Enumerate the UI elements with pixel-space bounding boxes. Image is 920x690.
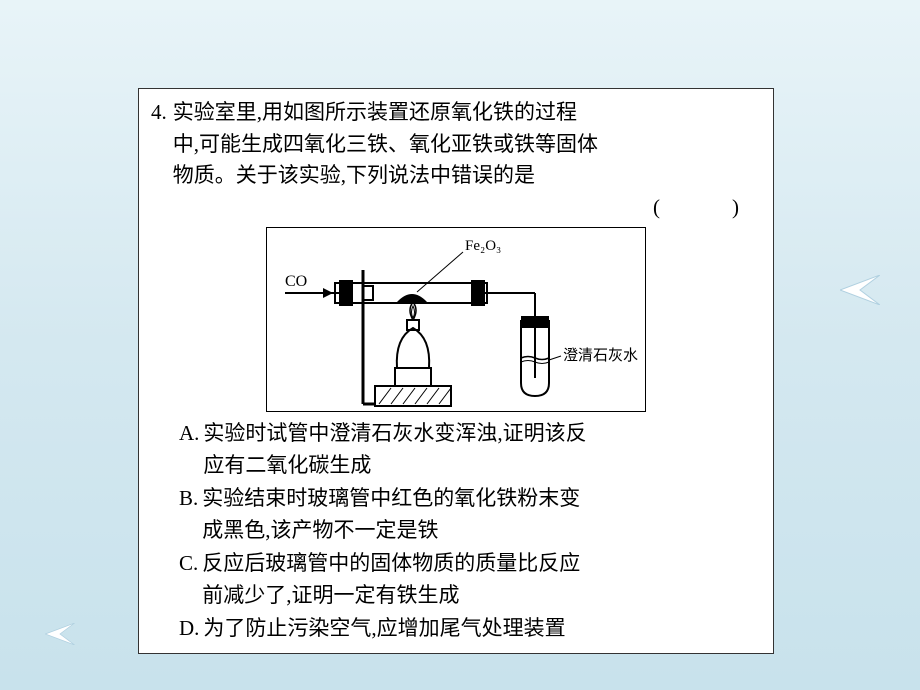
option-line: 反应后玻璃管中的固体物质的质量比反应 (202, 548, 761, 580)
option-letter: C. (179, 548, 198, 580)
option-letter: B. (179, 483, 198, 515)
question-card: 4. 实验室里,用如图所示装置还原氧化铁的过程 中,可能生成四氧化三铁、氧化亚铁… (138, 88, 774, 654)
option-c: C. 反应后玻璃管中的固体物质的质量比反应 前减少了,证明一定有铁生成 (179, 548, 761, 611)
option-line: 前减少了,证明一定有铁生成 (202, 580, 761, 612)
option-line: 为了防止污染空气,应增加尾气处理装置 (203, 613, 761, 645)
paper-plane-icon (840, 275, 880, 305)
option-line: 应有二氧化碳生成 (203, 450, 761, 482)
option-b: B. 实验结束时玻璃管中红色的氧化铁粉末变 成黑色,该产物不一定是铁 (179, 483, 761, 546)
stem-line: 实验室里,用如图所示装置还原氧化铁的过程 (173, 97, 761, 129)
limewater-label: 澄清石灰水 (563, 347, 638, 364)
option-letter: A. (179, 418, 199, 450)
option-line: 成黑色,该产物不一定是铁 (202, 515, 761, 547)
question-number: 4. (151, 97, 167, 129)
co-label: CO (285, 273, 307, 290)
apparatus-diagram: CO Fe₂O₃ (266, 227, 646, 412)
option-line: 实验结束时玻璃管中红色的氧化铁粉末变 (202, 483, 761, 515)
option-d: D. 为了防止污染空气,应增加尾气处理装置 (179, 613, 761, 645)
stem-line: 中,可能生成四氧化三铁、氧化亚铁或铁等固体 (173, 129, 761, 161)
option-a: A. 实验时试管中澄清石灰水变浑浊,证明该反 应有二氧化碳生成 (179, 418, 761, 481)
question-stem: 实验室里,用如图所示装置还原氧化铁的过程 中,可能生成四氧化三铁、氧化亚铁或铁等… (173, 97, 761, 223)
options-block: A. 实验时试管中澄清石灰水变浑浊,证明该反 应有二氧化碳生成 B. 实验结束时… (151, 418, 761, 645)
option-letter: D. (179, 613, 199, 645)
option-line: 实验时试管中澄清石灰水变浑浊,证明该反 (203, 418, 761, 450)
stem-line: 物质。关于该实验,下列说法中错误的是 (173, 160, 761, 192)
paper-plane-icon (45, 623, 75, 645)
fe2o3-label: Fe₂O₃ (465, 238, 501, 254)
answer-blank: ( ) (173, 192, 761, 224)
